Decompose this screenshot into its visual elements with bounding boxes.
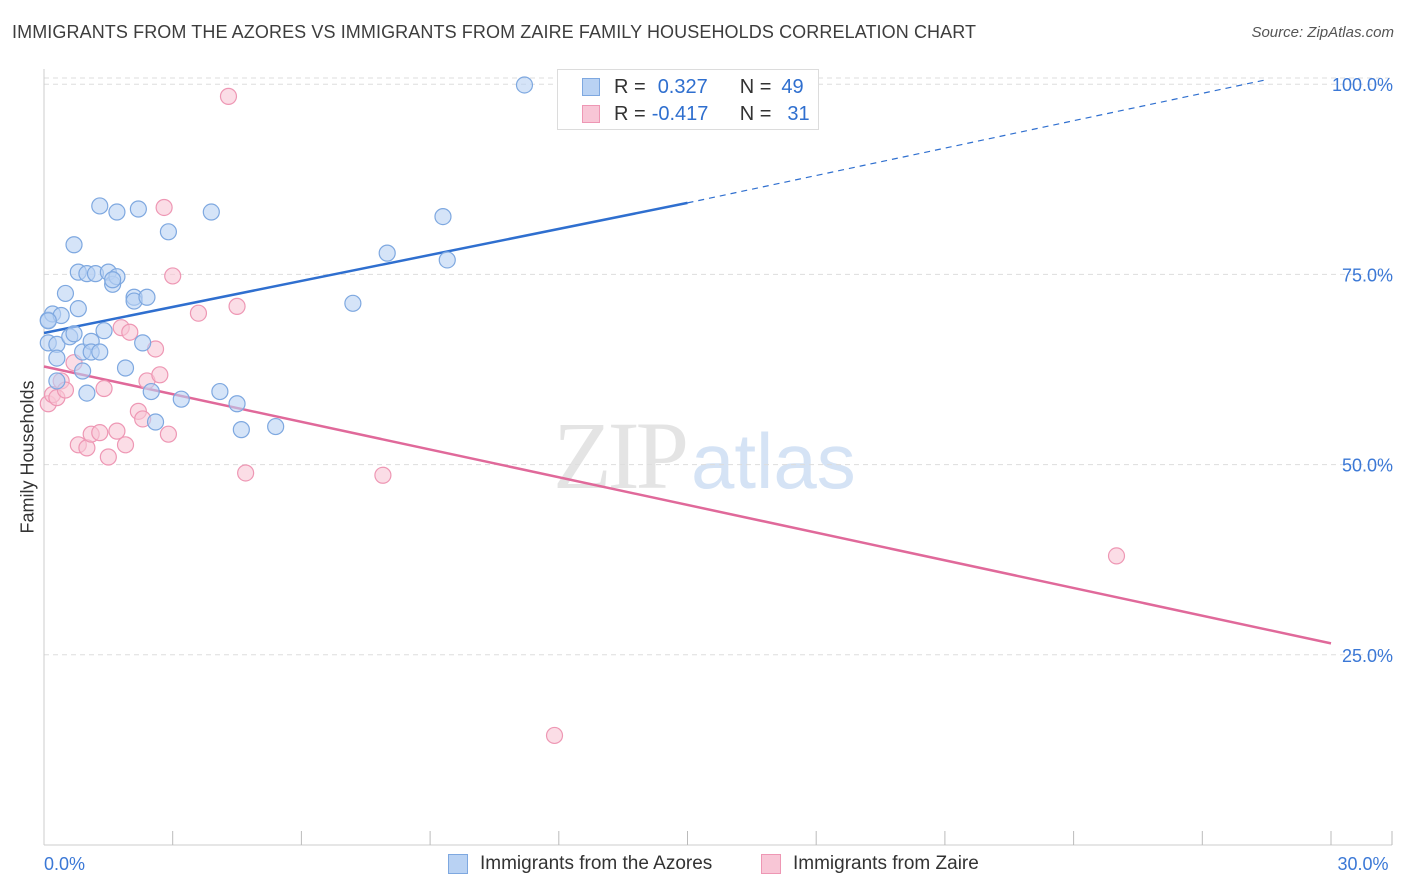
chart-title: IMMIGRANTS FROM THE AZORES VS IMMIGRANTS… bbox=[12, 22, 977, 42]
y-tick-label: 75.0% bbox=[1342, 265, 1393, 285]
data-point-azores bbox=[344, 294, 362, 312]
data-point-azores bbox=[104, 271, 122, 289]
legend-r-value-azores: 0.327 bbox=[657, 75, 708, 98]
y-axis-label: Family Households bbox=[17, 380, 38, 534]
data-point-azores bbox=[116, 359, 135, 377]
bottom-legend-azores: Immigrants from the Azores bbox=[448, 851, 712, 877]
grid-lines bbox=[44, 77, 1392, 656]
data-point-zaire bbox=[151, 366, 169, 384]
data-point-azores bbox=[138, 288, 156, 306]
legend-n-value-azores: 49 bbox=[781, 75, 804, 98]
data-point-azores bbox=[78, 384, 96, 402]
data-point-zaire bbox=[155, 198, 173, 217]
data-point-azores bbox=[434, 207, 452, 226]
data-point-zaire bbox=[91, 424, 109, 442]
bottom-swatch-zaire bbox=[761, 854, 781, 874]
data-point-zaire bbox=[121, 323, 139, 341]
data-point-azores bbox=[39, 312, 57, 330]
data-point-zaire bbox=[1107, 547, 1126, 565]
legend-n-label-zaire: N = bbox=[739, 102, 772, 125]
legend-n-value-zaire: 31 bbox=[787, 102, 810, 125]
legend-swatch-azores bbox=[582, 78, 600, 96]
bottom-label-azores: Immigrants from the Azores bbox=[480, 853, 713, 874]
data-point-zaire bbox=[228, 297, 246, 315]
data-point-azores bbox=[108, 203, 126, 221]
legend-r-label-zaire: R = bbox=[614, 102, 646, 125]
data-point-azores bbox=[65, 325, 83, 343]
data-point-zaire bbox=[95, 379, 113, 398]
data-point-azores bbox=[515, 76, 534, 94]
y-tick-label: 100.0% bbox=[1332, 75, 1393, 95]
legend-row-azores: R = 0.327 N = 49 bbox=[582, 76, 804, 98]
data-point-zaire bbox=[545, 726, 564, 745]
data-point-azores bbox=[48, 372, 66, 390]
data-point-azores bbox=[228, 395, 246, 413]
bottom-label-zaire: Immigrants from Zaire bbox=[793, 853, 979, 874]
data-point-zaire bbox=[237, 464, 255, 482]
data-point-zaire bbox=[99, 448, 117, 466]
data-point-zaire bbox=[189, 304, 208, 322]
x-tick-label: 0.0% bbox=[44, 854, 85, 874]
y-tick-label: 50.0% bbox=[1342, 456, 1393, 476]
data-point-azores bbox=[378, 244, 396, 262]
data-point-azores bbox=[202, 203, 220, 221]
source-label: Source: ZipAtlas.com bbox=[1251, 24, 1394, 41]
data-point-azores bbox=[159, 223, 178, 241]
tick-labels: 25.0% 50.0% 75.0% 100.0% 0.0% 30.0% bbox=[44, 75, 1393, 874]
data-point-azores bbox=[146, 413, 165, 431]
data-point-azores bbox=[129, 200, 147, 218]
trend-line-zaire bbox=[43, 365, 1332, 645]
data-point-azores bbox=[172, 390, 190, 408]
data-point-azores bbox=[56, 284, 75, 303]
data-point-azores bbox=[267, 417, 285, 436]
legend-swatch-zaire bbox=[582, 105, 600, 123]
data-point-azores bbox=[134, 334, 152, 352]
trend-line-azores bbox=[43, 201, 688, 335]
axes bbox=[43, 69, 1393, 846]
watermark-atlas: atlas bbox=[691, 417, 856, 505]
data-point-azores bbox=[74, 362, 92, 380]
bottom-legend-zaire: Immigrants from Zaire bbox=[761, 851, 979, 877]
data-point-azores bbox=[438, 251, 456, 269]
bottom-swatch-azores bbox=[448, 854, 468, 874]
data-point-azores bbox=[95, 322, 113, 340]
data-point-zaire bbox=[164, 267, 182, 285]
data-point-zaire bbox=[374, 466, 392, 484]
data-point-azores bbox=[211, 382, 229, 401]
data-point-zaire bbox=[159, 425, 178, 443]
data-point-azores bbox=[142, 382, 160, 401]
data-point-azores bbox=[91, 197, 109, 215]
legend-r-value-zaire: -0.417 bbox=[651, 102, 709, 125]
legend-r-label-azores: R = bbox=[614, 75, 646, 98]
data-points bbox=[39, 76, 1126, 745]
data-point-zaire bbox=[219, 87, 238, 105]
data-point-azores bbox=[48, 349, 66, 367]
data-point-azores bbox=[91, 343, 109, 361]
y-tick-label: 25.0% bbox=[1342, 646, 1393, 666]
data-point-zaire bbox=[116, 436, 135, 454]
legend-row-zaire: R = -0.417 N = 31 bbox=[582, 103, 810, 125]
data-point-zaire bbox=[108, 422, 126, 440]
data-point-azores bbox=[69, 300, 87, 318]
data-point-azores bbox=[65, 236, 83, 254]
data-point-azores bbox=[232, 421, 250, 439]
x-tick-label: 30.0% bbox=[1337, 854, 1388, 874]
stats-legend: R = 0.327 N = 49 R = -0.417 N = 31 bbox=[557, 69, 819, 130]
legend-n-label-azores: N = bbox=[739, 75, 772, 98]
trend-lines bbox=[43, 79, 1332, 645]
